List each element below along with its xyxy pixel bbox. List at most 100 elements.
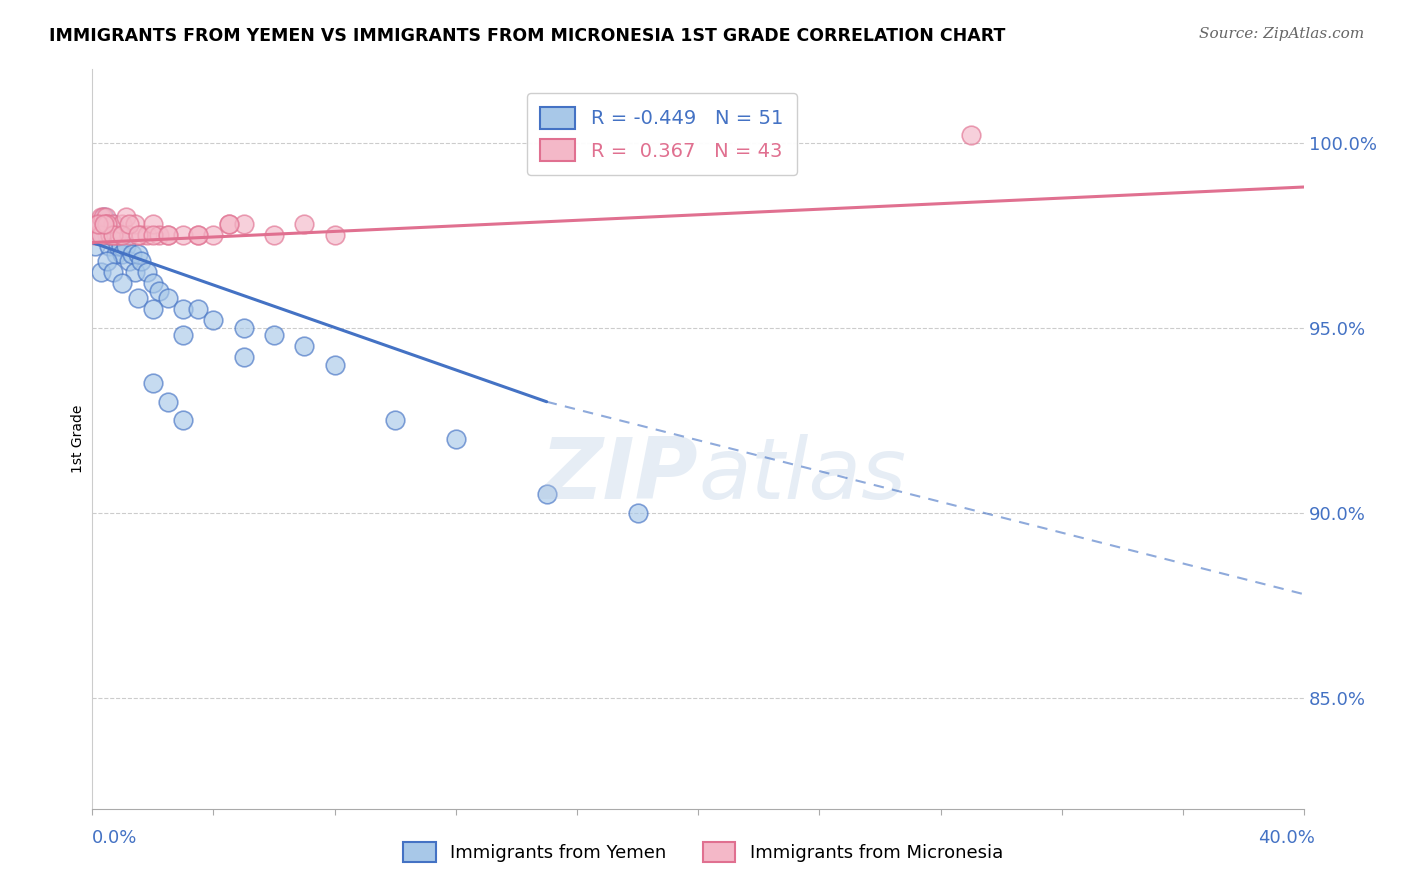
Point xyxy=(97,239,120,253)
Point xyxy=(172,413,194,427)
Text: IMMIGRANTS FROM YEMEN VS IMMIGRANTS FROM MICRONESIA 1ST GRADE CORRELATION CHART: IMMIGRANTS FROM YEMEN VS IMMIGRANTS FROM… xyxy=(49,27,1005,45)
Point xyxy=(108,228,131,243)
Point xyxy=(156,228,179,243)
Point xyxy=(103,265,125,279)
Point xyxy=(142,217,165,231)
Point xyxy=(959,128,981,143)
Point xyxy=(86,228,108,243)
Point xyxy=(86,217,108,231)
Point xyxy=(90,228,112,243)
Point xyxy=(124,217,146,231)
Point xyxy=(93,210,115,224)
Point xyxy=(323,228,346,243)
Point xyxy=(94,210,117,224)
Point xyxy=(104,228,127,243)
Point xyxy=(105,246,128,260)
Point xyxy=(323,358,346,372)
Point xyxy=(84,228,107,243)
Legend: R = -0.449   N = 51, R =  0.367   N = 43: R = -0.449 N = 51, R = 0.367 N = 43 xyxy=(527,93,797,175)
Point xyxy=(107,239,129,253)
Point xyxy=(111,277,134,291)
Point xyxy=(135,228,157,243)
Point xyxy=(84,239,107,253)
Point xyxy=(103,217,125,231)
Point xyxy=(89,217,111,231)
Point xyxy=(135,265,157,279)
Point xyxy=(89,228,111,243)
Point xyxy=(292,339,315,353)
Point xyxy=(626,506,648,520)
Point xyxy=(218,217,240,231)
Text: 40.0%: 40.0% xyxy=(1258,829,1315,847)
Point xyxy=(142,376,165,391)
Point xyxy=(111,217,134,231)
Point xyxy=(172,302,194,317)
Point xyxy=(292,217,315,231)
Point xyxy=(263,328,285,343)
Point xyxy=(96,217,118,231)
Point xyxy=(232,320,254,334)
Point xyxy=(117,254,139,268)
Point xyxy=(148,228,170,243)
Point xyxy=(93,217,115,231)
Point xyxy=(111,228,134,243)
Point xyxy=(142,277,165,291)
Point xyxy=(127,246,149,260)
Point xyxy=(93,217,115,231)
Point xyxy=(96,217,118,231)
Point xyxy=(129,228,152,243)
Point xyxy=(202,313,225,327)
Point xyxy=(105,228,128,243)
Point xyxy=(91,210,114,224)
Point xyxy=(187,228,209,243)
Point xyxy=(90,210,112,224)
Point xyxy=(263,228,285,243)
Point xyxy=(98,228,121,243)
Point xyxy=(127,291,149,305)
Point xyxy=(103,217,125,231)
Text: atlas: atlas xyxy=(699,434,905,517)
Point xyxy=(87,217,110,231)
Point xyxy=(124,265,146,279)
Text: ZIP: ZIP xyxy=(540,434,699,517)
Point xyxy=(148,284,170,298)
Point xyxy=(91,228,114,243)
Point xyxy=(127,228,149,243)
Point xyxy=(187,228,209,243)
Legend: Immigrants from Yemen, Immigrants from Micronesia: Immigrants from Yemen, Immigrants from M… xyxy=(396,834,1010,870)
Point xyxy=(232,217,254,231)
Point xyxy=(172,328,194,343)
Point xyxy=(117,217,139,231)
Point xyxy=(536,487,558,501)
Point xyxy=(444,432,467,446)
Point xyxy=(108,228,131,243)
Point xyxy=(94,217,117,231)
Text: Source: ZipAtlas.com: Source: ZipAtlas.com xyxy=(1198,27,1364,41)
Y-axis label: 1st Grade: 1st Grade xyxy=(72,405,86,473)
Point xyxy=(384,413,406,427)
Point xyxy=(232,351,254,365)
Point xyxy=(110,239,132,253)
Point xyxy=(114,210,136,224)
Point xyxy=(96,254,118,268)
Point xyxy=(218,217,240,231)
Point xyxy=(156,228,179,243)
Point xyxy=(117,228,139,243)
Point xyxy=(114,239,136,253)
Point xyxy=(96,228,118,243)
Point xyxy=(87,228,110,243)
Point xyxy=(156,394,179,409)
Point xyxy=(156,291,179,305)
Point xyxy=(90,265,112,279)
Point xyxy=(202,228,225,243)
Point xyxy=(172,228,194,243)
Point xyxy=(121,246,143,260)
Point xyxy=(101,228,124,243)
Point xyxy=(111,246,134,260)
Text: 0.0%: 0.0% xyxy=(91,829,136,847)
Point xyxy=(98,228,121,243)
Point xyxy=(129,254,152,268)
Point xyxy=(87,217,110,231)
Point xyxy=(90,217,112,231)
Point xyxy=(142,228,165,243)
